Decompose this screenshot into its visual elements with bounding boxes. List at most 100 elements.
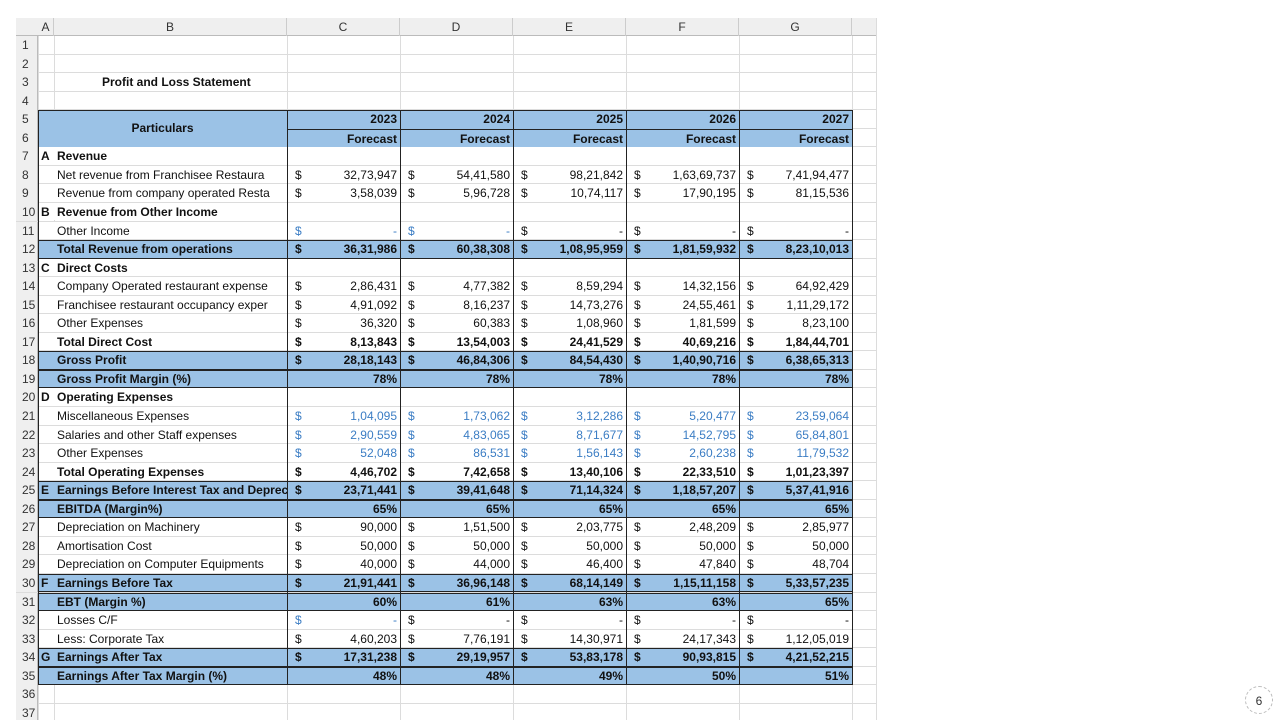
- currency-symbol: $: [295, 613, 302, 628]
- currency-symbol: $: [634, 446, 641, 461]
- value-cell: 63%: [711, 594, 736, 609]
- row-label: Company Operated restaurant expense: [57, 279, 268, 294]
- value-cell: 10,74,117: [570, 186, 624, 201]
- currency-symbol: $: [295, 650, 302, 665]
- currency-symbol: $: [408, 446, 415, 461]
- value-cell: 8,23,10,013: [785, 242, 849, 257]
- currency-symbol: $: [295, 279, 302, 294]
- value-cell: -: [506, 613, 510, 628]
- value-cell: 1,08,960: [576, 316, 623, 331]
- value-cell: 13,40,106: [569, 464, 623, 479]
- row-number: 10: [16, 202, 38, 222]
- row-number: 16: [16, 314, 38, 333]
- row-label: Earnings Before Tax: [57, 575, 173, 590]
- value-cell: 8,59,294: [576, 279, 623, 294]
- header-year: 2024: [483, 112, 510, 127]
- grid-line: [16, 164, 876, 166]
- currency-symbol: $: [747, 538, 754, 553]
- row-number: 34: [16, 648, 38, 667]
- row-number: 9: [16, 184, 38, 203]
- row-background: [38, 147, 852, 165]
- currency-symbol: $: [408, 409, 415, 423]
- section-letter: A: [41, 149, 50, 164]
- value-cell: 65%: [824, 594, 849, 609]
- value-cell: 32,73,947: [343, 167, 397, 182]
- currency-symbol: $: [747, 483, 754, 498]
- currency-symbol: $: [408, 279, 415, 294]
- grid-line: [16, 480, 876, 482]
- currency-symbol: $: [521, 613, 528, 628]
- header-forecast: Forecast: [400, 128, 513, 148]
- row-number: 12: [16, 240, 38, 259]
- value-cell: 1,11,29,172: [786, 297, 849, 312]
- value-cell: 36,31,986: [343, 242, 397, 257]
- header-forecast: Forecast: [513, 128, 626, 148]
- currency-symbol: $: [634, 483, 641, 498]
- row-background: [38, 184, 852, 202]
- value-cell: 65%: [372, 501, 397, 516]
- value-cell: 50,000: [699, 538, 736, 553]
- value-cell: 7,42,658: [463, 464, 510, 479]
- value-cell: 23,59,064: [795, 409, 849, 423]
- row-number: 17: [16, 332, 38, 352]
- value-cell: 60,383: [473, 316, 510, 331]
- value-cell: 8,71,677: [576, 427, 623, 442]
- value-cell: 3,12,286: [576, 409, 623, 423]
- grid-line: [16, 443, 876, 445]
- grid-line: [16, 90, 876, 92]
- currency-symbol: $: [747, 446, 754, 461]
- header-year: 2023: [370, 112, 397, 127]
- currency-symbol: $: [747, 223, 754, 238]
- row-number: 31: [16, 592, 38, 612]
- currency-symbol: $: [408, 575, 415, 590]
- value-cell: 17,31,238: [343, 650, 397, 665]
- currency-symbol: $: [521, 353, 528, 368]
- value-cell: 1,12,05,019: [785, 631, 849, 646]
- grid-line: [16, 331, 876, 333]
- row-background: [38, 258, 852, 277]
- currency-symbol: $: [747, 520, 754, 535]
- currency-symbol: $: [521, 631, 528, 646]
- header-particulars: Particulars: [131, 121, 194, 136]
- row-background: [38, 388, 852, 406]
- value-cell: 50,000: [812, 538, 849, 553]
- currency-symbol: $: [408, 223, 415, 238]
- value-cell: -: [732, 223, 736, 238]
- row-background: [38, 555, 852, 573]
- row-background: [38, 295, 852, 314]
- value-cell: 22,33,510: [682, 464, 736, 479]
- currency-symbol: $: [521, 575, 528, 590]
- currency-symbol: $: [408, 427, 415, 442]
- row-number: 37: [16, 703, 38, 720]
- value-cell: 78%: [824, 371, 849, 386]
- row-background: [38, 425, 852, 444]
- row-label: Gross Profit Margin (%): [57, 371, 192, 386]
- header-year: 2025: [596, 112, 623, 127]
- value-cell: 60%: [372, 594, 397, 609]
- value-cell: 8,23,100: [802, 316, 849, 331]
- currency-symbol: $: [295, 334, 302, 349]
- value-cell: 14,32,156: [682, 279, 736, 294]
- currency-symbol: $: [634, 538, 641, 553]
- page-number: 6: [1245, 686, 1273, 714]
- grid-line: [16, 350, 876, 352]
- value-cell: 5,37,41,916: [785, 483, 849, 498]
- header-forecast: Forecast: [626, 128, 739, 148]
- row-highlight: [38, 240, 852, 259]
- row-label: Revenue: [57, 149, 108, 164]
- row-label: Total Direct Cost: [57, 334, 153, 349]
- value-cell: -: [619, 223, 623, 238]
- value-cell: 46,400: [586, 557, 623, 572]
- currency-symbol: $: [747, 186, 754, 201]
- row-highlight: [38, 499, 852, 519]
- currency-symbol: $: [747, 613, 754, 628]
- currency-symbol: $: [521, 186, 528, 201]
- row-number: 2: [16, 54, 38, 74]
- row-number: 21: [16, 407, 38, 426]
- table-border: [38, 110, 853, 686]
- currency-symbol: $: [521, 334, 528, 349]
- row-number: 11: [16, 221, 38, 241]
- row-number: 15: [16, 295, 38, 315]
- value-cell: 81,15,536: [795, 186, 849, 201]
- grid-line: [876, 18, 877, 720]
